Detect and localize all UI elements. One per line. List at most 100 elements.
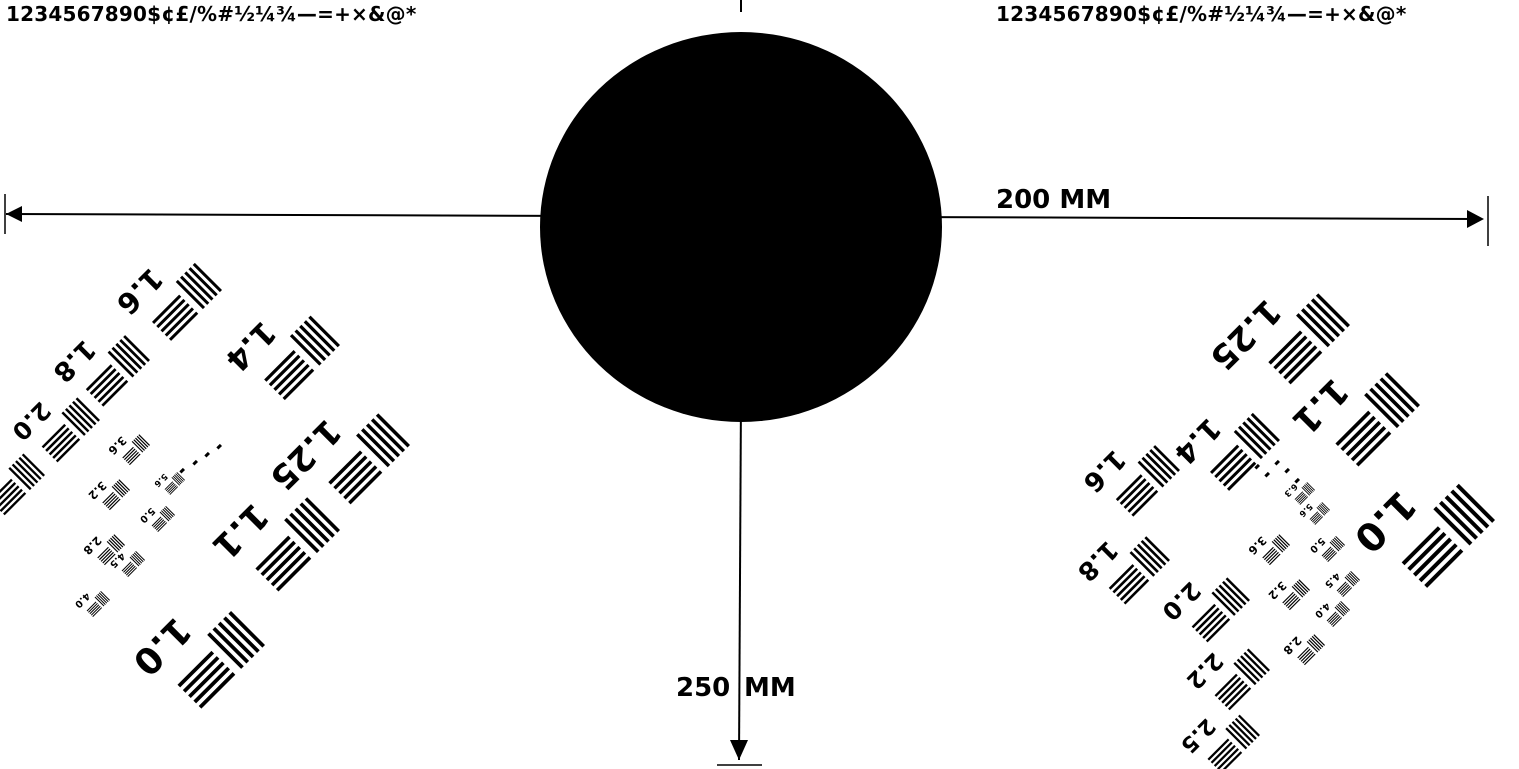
right-target-vertical-bar [1273,539,1285,551]
right-target-label-1-6: 1.6 [1077,443,1132,498]
right-target-element-3-2: 3.2 [1265,578,1310,611]
left-target-vertical-bar [294,329,327,362]
left-target-horizontal-bar [127,451,139,464]
left-target-vertical-bar [133,552,144,563]
left-target-vertical-bar [375,413,410,448]
left-target-label-4-0: 4.0 [72,590,92,610]
vertical-scale-line [738,394,742,761]
right-target-vertical-bar [1316,507,1326,516]
left-target-element-5-0: 5.0 [137,505,175,532]
left-target-element-3-2: 3.2 [85,478,130,511]
left-target-vertical-bar [111,535,124,548]
left-target-vertical-bar [299,502,335,538]
left-resolution-target: 1.01.11.251.41.61.82.02.22.83.23.64.04.5… [0,261,410,709]
left-target-horizontal-bar [97,375,125,403]
left-target-horizontal-bar [164,481,174,490]
character-set-right: 1234567890$¢£/%#½¼¾—=+×&@* [996,2,1407,26]
right-target-horizontal-bar [1116,571,1142,598]
left-target-vertical-bar [72,400,97,426]
right-target-vertical-bar [1242,421,1272,451]
right-target-horizontal-bar [1342,587,1353,597]
left-target-horizontal-bar [93,372,121,399]
right-target-element-1-4: 1.4 [1168,411,1280,491]
right-target-micro-element [1274,459,1280,466]
right-target-horizontal-bar [1228,687,1252,711]
left-target-horizontal-bar [101,379,129,407]
left-target-vertical-bar [303,320,336,352]
right-target-horizontal-bar [1289,598,1301,611]
left-target-micro-element [192,459,198,466]
right-target-horizontal-bar [1298,648,1311,661]
right-target-vertical-bar [1305,483,1314,492]
right-target-horizontal-bar [1217,677,1242,701]
right-target-horizontal-bar [1283,593,1296,606]
right-target-micro-element [1254,463,1260,470]
right-target-vertical-bar [1225,727,1248,750]
left-target-vertical-bar [100,590,110,601]
right-target-horizontal-bar [1314,516,1324,525]
left-target-horizontal-bar [260,540,296,577]
right-target-horizontal-bar [1217,748,1239,769]
left-target-vertical-bar [119,338,147,366]
right-target-vertical-bar [1313,634,1325,646]
right-target-vertical-bar [1321,502,1330,511]
right-target-horizontal-bar [1226,461,1257,491]
right-target-horizontal-bar [1202,614,1227,639]
horizontal-scale-label: 200 MM [996,185,1112,215]
right-target-vertical-bar [1333,537,1344,548]
left-target-vertical-bar [115,342,143,370]
right-target-vertical-bar [1330,540,1341,550]
right-target-label-4-0: 4.0 [1312,600,1332,620]
left-target-horizontal-bar [270,551,307,587]
left-target-horizontal-bar [328,450,363,485]
right-target-horizontal-bar [1325,550,1336,561]
right-target-horizontal-bar [1263,548,1276,561]
right-target-horizontal-bar [1324,549,1335,560]
right-target-horizontal-bar [1298,495,1307,504]
left-target-vertical-bar [162,508,173,519]
right-target-horizontal-bar [1329,614,1340,625]
left-target-vertical-bar [163,507,174,518]
left-target-horizontal-bar [188,661,225,699]
left-target-vertical-bar [135,437,147,450]
right-target-horizontal-bar [1338,582,1348,593]
right-target-horizontal-bar [1328,612,1338,623]
left-target-horizontal-bar [127,567,138,577]
right-target-horizontal-bar [1412,537,1453,577]
left-target-horizontal-bar [164,307,194,337]
right-target-horizontal-bar [1278,340,1313,375]
right-target-vertical-bar [1384,372,1420,408]
left-target-horizontal-bar [125,565,136,576]
right-target-vertical-bar [1214,587,1240,613]
left-target-horizontal-bar [52,434,77,459]
left-target-horizontal-bar [348,470,383,505]
right-target-vertical-bar [1222,580,1247,606]
left-target-vertical-bar [111,346,139,374]
left-target-horizontal-bar [333,455,368,490]
right-target-vertical-bar [1344,576,1355,587]
right-target-horizontal-bar [1218,453,1248,483]
right-target-vertical-bar [1369,387,1405,423]
right-target-horizontal-bar [1304,653,1316,666]
right-target-horizontal-bar [1210,741,1233,764]
right-target-element-4-5: 4.5 [1322,570,1360,597]
right-target-label-1-4: 1.4 [1168,411,1228,471]
right-target-vertical-bar [1296,580,1309,593]
left-target-vertical-bar [360,428,396,463]
right-target-vertical-bar [1153,445,1180,472]
right-target-element-3-6: 3.6 [1245,533,1290,566]
right-target-vertical-bar [1364,392,1400,429]
left-target-vertical-bar [68,404,93,429]
right-target-horizontal-bar [1345,420,1382,457]
left-target-horizontal-bar [169,486,179,495]
right-target-horizontal-bar [1123,578,1150,605]
right-target-horizontal-bar [1265,550,1278,562]
right-target-micro-element [1294,477,1300,484]
right-target-horizontal-bar [1224,683,1248,707]
right-target-vertical-bar [1450,489,1490,529]
left-target-micro-element [204,451,210,458]
right-target-horizontal-bar [1350,426,1387,462]
left-target-vertical-bar [64,407,90,433]
right-target-element-1-0: 1.0 [1345,481,1495,588]
right-target-label-5-0: 5.0 [1307,535,1327,555]
